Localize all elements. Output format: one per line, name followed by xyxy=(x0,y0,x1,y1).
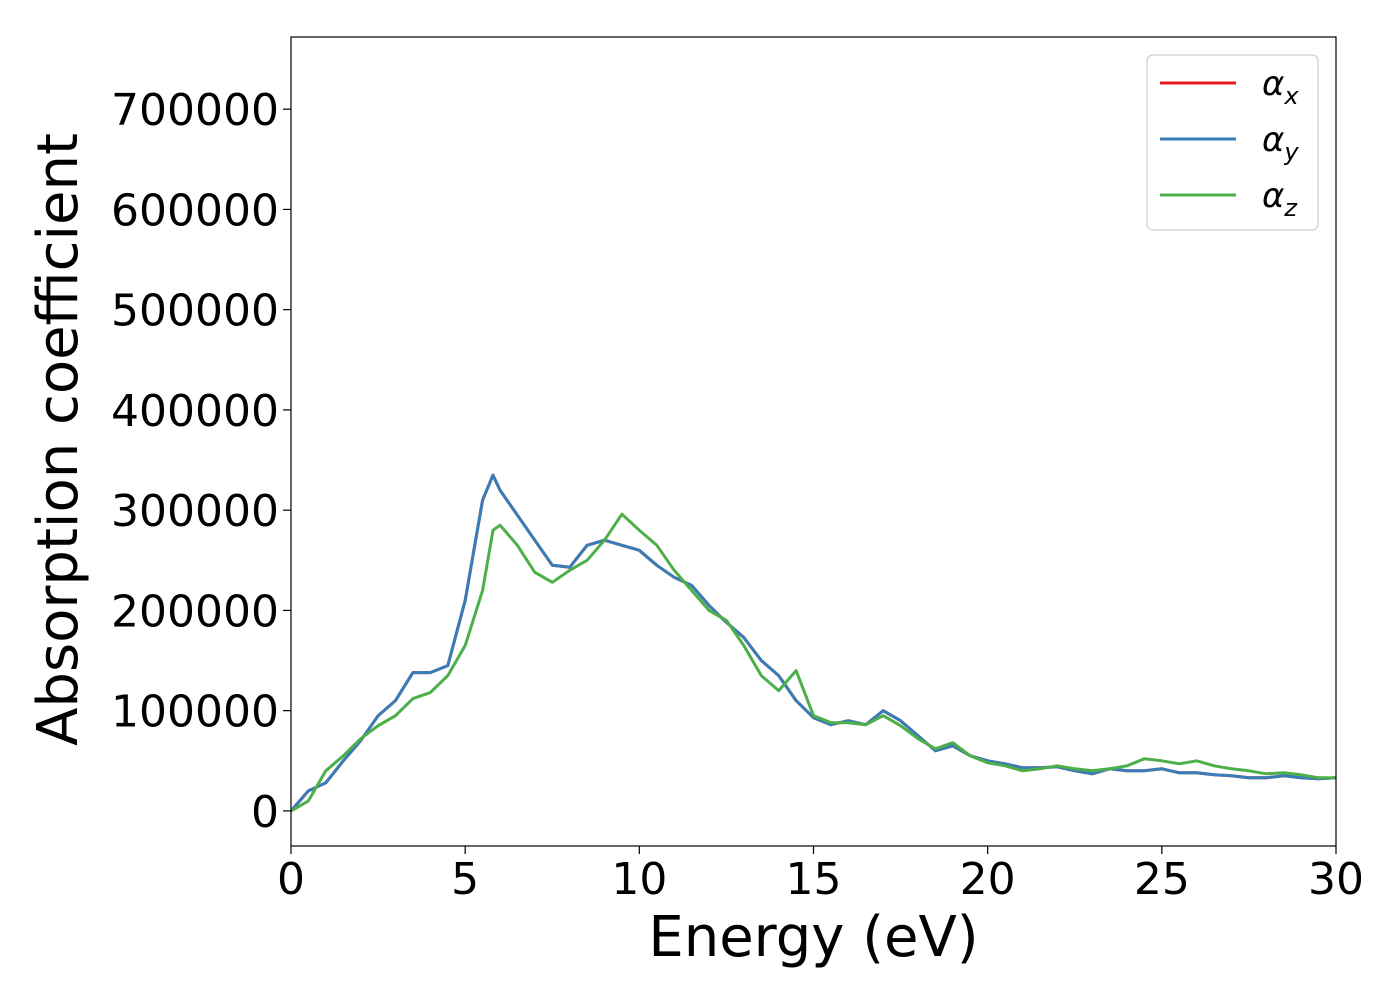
legend-symbol: α xyxy=(1262,176,1284,216)
series-line-x xyxy=(291,473,1336,812)
x-tick-label: 5 xyxy=(451,854,479,905)
y-tick-label: 400000 xyxy=(111,386,279,437)
y-tick-label: 500000 xyxy=(111,286,279,337)
y-tick-label: 200000 xyxy=(111,586,279,637)
y-axis: 0 100000 200000 300000 400000 500000 600000 700… xyxy=(111,85,291,838)
legend-subscript: y xyxy=(1283,138,1299,166)
y-tick-label: 300000 xyxy=(111,486,279,537)
x-axis-label: Energy (eV) xyxy=(648,905,978,970)
y-tick-label: 0 xyxy=(251,787,279,838)
legend-subscript: x xyxy=(1283,82,1299,110)
legend-label-y: αy xyxy=(1262,120,1299,166)
legend-label-x: αx xyxy=(1262,64,1299,110)
x-tick-label: 15 xyxy=(786,854,842,905)
x-axis: 0 5 10 15 20 25 30 xyxy=(277,846,1364,905)
legend-symbol: α xyxy=(1262,64,1284,104)
legend-label-z: αz xyxy=(1262,176,1298,222)
y-tick-label: 700000 xyxy=(111,85,279,136)
y-tick-label: 600000 xyxy=(111,185,279,236)
x-tick-label: 30 xyxy=(1308,854,1364,905)
series-layer xyxy=(291,473,1336,813)
x-tick-label: 25 xyxy=(1134,854,1190,905)
series-line-y xyxy=(291,473,1336,812)
series-line-z xyxy=(291,512,1336,813)
legend-symbol: α xyxy=(1262,120,1284,160)
legend-subscript: z xyxy=(1283,194,1298,222)
legend-box xyxy=(1146,54,1319,231)
y-tick-label: 100000 xyxy=(111,687,279,738)
y-axis-label: Absorption coefficient xyxy=(26,133,91,746)
x-tick-label: 10 xyxy=(611,854,667,905)
x-tick-label: 20 xyxy=(960,854,1016,905)
x-tick-label: 0 xyxy=(277,854,305,905)
